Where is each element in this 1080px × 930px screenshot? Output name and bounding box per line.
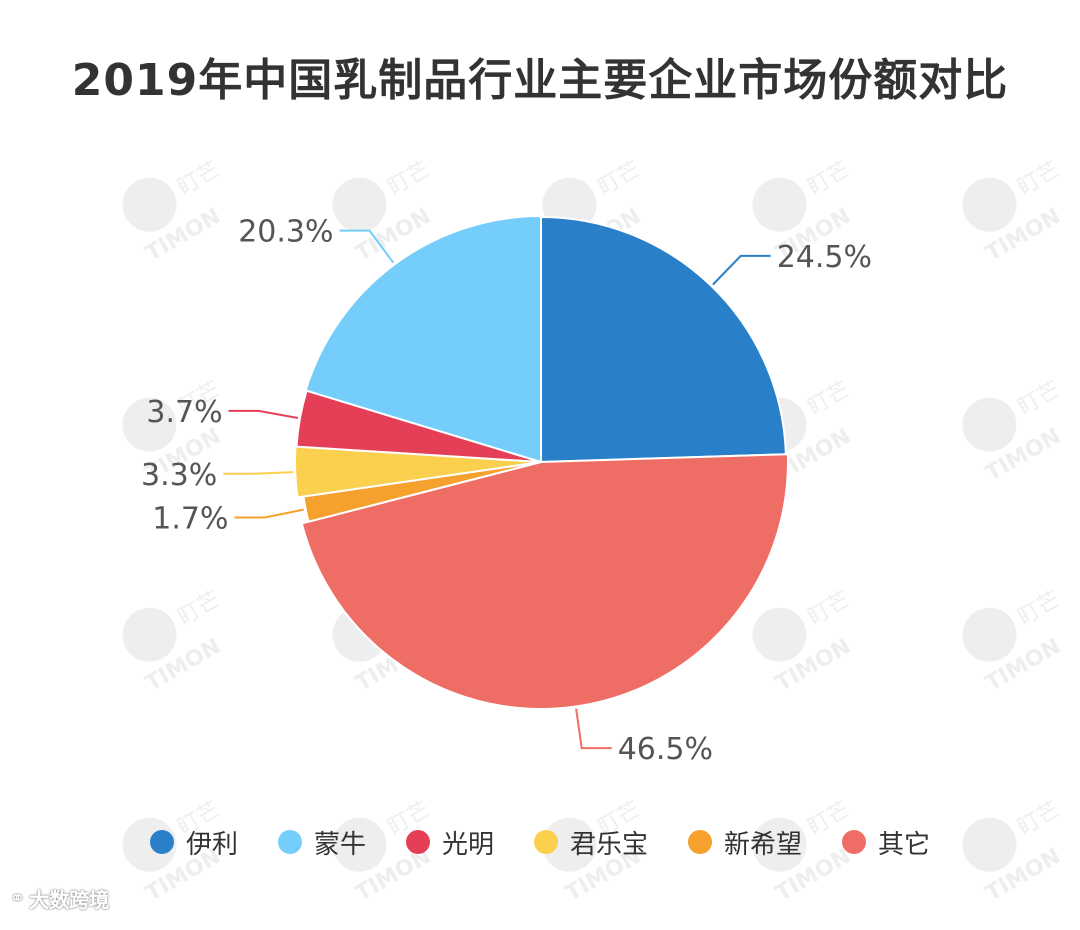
legend-label-junlebao: 君乐宝	[570, 829, 649, 860]
data-label-3: 3.3%	[141, 458, 217, 493]
legend-item-guangming[interactable]: 光明	[405, 824, 494, 861]
legend-swatch-qita	[842, 830, 867, 854]
legend-swatch-xinxiwang	[688, 830, 713, 854]
legend-label-yili: 伊利	[185, 829, 238, 860]
leader-line-2	[234, 508, 304, 519]
footer-brand: ⚭ 大数跨境	[10, 884, 109, 913]
legend-swatch-mengniu	[277, 830, 302, 854]
legend-swatch-guangming	[405, 830, 430, 854]
legend-item-mengniu[interactable]: 蒙牛	[277, 824, 366, 861]
legend-label-mengniu: 蒙牛	[313, 829, 366, 860]
leader-line-5	[339, 229, 395, 264]
legend-label-qita: 其它	[878, 829, 931, 860]
leader-line-0	[712, 254, 771, 286]
legend-item-xinxiwang[interactable]: 新希望	[688, 824, 802, 861]
legend-swatch-junlebao	[534, 830, 558, 854]
pie-slice-0[interactable]	[540, 216, 787, 463]
legend-item-qita[interactable]: 其它	[842, 824, 930, 861]
data-label-5: 20.3%	[238, 215, 333, 250]
footer-logo-icon: ⚭	[10, 888, 26, 909]
legend-swatch-yili	[149, 830, 174, 854]
chart-title: 2019年中国乳制品行业主要企业市场份额对比	[71, 55, 1009, 106]
footer-brand-text: 大数跨境	[29, 888, 110, 912]
pie-slice-5[interactable]	[304, 215, 542, 463]
data-label-2: 1.7%	[152, 501, 228, 536]
data-label-1: 46.5%	[618, 732, 713, 767]
data-label-0: 24.5%	[777, 240, 872, 275]
legend: 伊利 蒙牛 光明 君乐宝 新希望 其它	[0, 820, 1080, 864]
legend-item-yili[interactable]: 伊利	[149, 824, 238, 861]
data-label-4: 3.7%	[146, 395, 222, 430]
legend-label-guangming: 光明	[441, 829, 494, 860]
legend-label-xinxiwang: 新希望	[724, 829, 803, 860]
leader-line-4	[228, 409, 299, 419]
pie-slice-3[interactable]	[294, 445, 542, 499]
leader-line-3	[223, 471, 294, 475]
pie-slice-1[interactable]	[300, 453, 789, 710]
leader-line-1	[575, 708, 612, 750]
legend-item-junlebao[interactable]: 君乐宝	[534, 824, 648, 861]
